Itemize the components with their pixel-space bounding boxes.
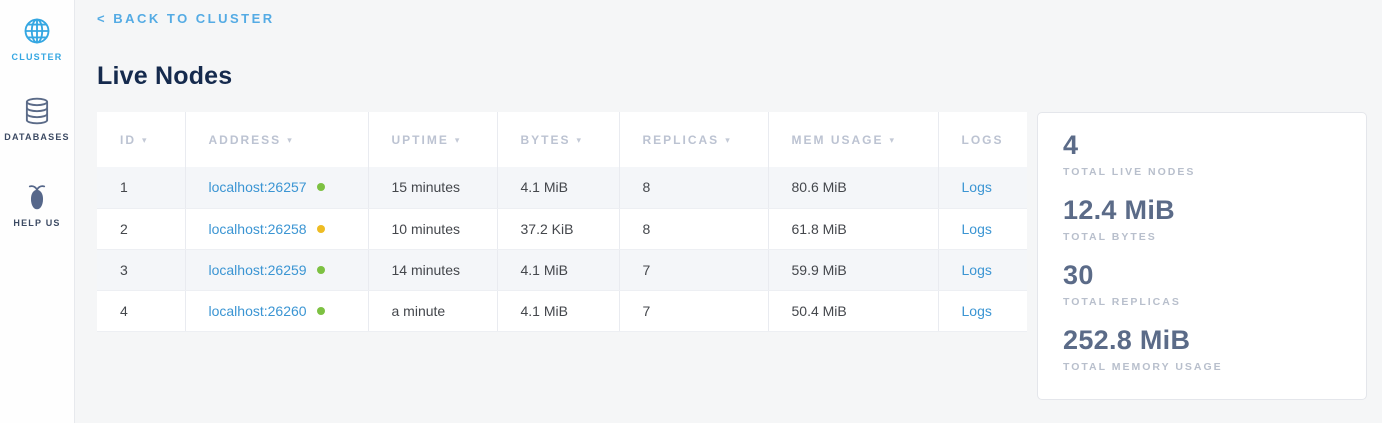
back-to-cluster-link[interactable]: < BACK TO CLUSTER [97, 11, 275, 26]
stat-total-memory-usage: 252.8 MiB TOTAL MEMORY USAGE [1063, 323, 1366, 375]
stat-label: TOTAL LIVE NODES [1063, 166, 1196, 178]
node-status-dot [316, 306, 325, 315]
bytes-cell: 4.1 MiB [496, 290, 619, 332]
mem-usage-cell: 50.4 MiB [767, 290, 938, 332]
sort-icon: ▾ [889, 134, 897, 145]
stat-label: TOTAL BYTES [1063, 231, 1157, 243]
sort-icon: ▾ [576, 134, 584, 145]
logs-link[interactable]: Logs [961, 261, 992, 278]
replicas-cell: 7 [618, 290, 768, 332]
column-header-address[interactable]: ADDRESS ▾ [184, 112, 368, 167]
bytes-cell: 4.1 MiB [496, 167, 619, 209]
node-address-cell: localhost:26260 [184, 290, 368, 332]
page-title: Live Nodes [97, 62, 233, 90]
sort-icon: ▾ [287, 134, 294, 145]
column-header-logs: LOGS [937, 112, 1027, 167]
node-address-link[interactable]: localhost:26257 [208, 179, 307, 196]
node-id-cell: 4 [97, 290, 185, 332]
sort-icon: ▾ [454, 134, 462, 145]
stat-value: 252.8 MiB [1063, 325, 1191, 355]
column-header-replicas[interactable]: REPLICAS ▾ [618, 112, 768, 167]
stat-value: 12.4 MiB [1063, 195, 1175, 225]
node-address-cell: localhost:26257 [184, 167, 368, 209]
sidebar-item-help-us[interactable]: HELP US [0, 181, 74, 228]
logs-cell: Logs [937, 208, 1027, 250]
uptime-cell: 10 minutes [367, 208, 497, 250]
node-id-cell: 3 [97, 249, 185, 291]
bytes-cell: 37.2 KiB [496, 208, 619, 250]
node-row: 4 localhost:26260 a minute 4.1 MiB 7 50.… [97, 290, 1027, 332]
column-header-id[interactable]: ID ▾ [97, 112, 185, 167]
stat-label: TOTAL REPLICAS [1063, 296, 1181, 308]
mem-usage-cell: 80.6 MiB [767, 167, 938, 209]
logs-link[interactable]: Logs [961, 302, 992, 319]
stat-value: 30 [1063, 260, 1094, 290]
globe-icon [24, 18, 50, 44]
bytes-cell: 4.1 MiB [496, 249, 619, 291]
node-status-dot [316, 265, 325, 274]
node-row: 1 localhost:26257 15 minutes 4.1 MiB 8 8… [97, 167, 1027, 209]
replicas-cell: 8 [618, 208, 768, 250]
stat-total-replicas: 30 TOTAL REPLICAS [1063, 258, 1366, 310]
sidebar-item-label: DATABASES [4, 132, 70, 142]
bug-icon [28, 185, 46, 210]
logs-cell: Logs [937, 290, 1027, 332]
live-nodes-table: ID ▾ ADDRESS ▾ UPTIME ▾ BYTES ▾ REPLICAS ▾ ME… [97, 112, 1027, 332]
node-address-cell: localhost:26258 [184, 208, 368, 250]
node-row: 2 localhost:26258 10 minutes 37.2 KiB 8 … [97, 208, 1027, 250]
logs-link[interactable]: Logs [961, 179, 992, 196]
summary-panel: 4 TOTAL LIVE NODES 12.4 MiB TOTAL BYTES … [1037, 112, 1367, 400]
uptime-cell: 15 minutes [367, 167, 497, 209]
sidebar-item-label: CLUSTER [11, 52, 63, 62]
sidebar-item-databases[interactable]: DATABASES [0, 95, 74, 142]
sidebar-item-label: HELP US [13, 218, 61, 228]
stat-value: 4 [1063, 130, 1079, 160]
node-address-link[interactable]: localhost:26260 [208, 302, 307, 319]
replicas-cell: 7 [618, 249, 768, 291]
database-icon [25, 97, 49, 125]
node-address-cell: localhost:26259 [184, 249, 368, 291]
uptime-cell: a minute [367, 290, 497, 332]
table-header-row: ID ▾ ADDRESS ▾ UPTIME ▾ BYTES ▾ REPLICAS ▾ ME… [97, 112, 1027, 167]
stat-total-live-nodes: 4 TOTAL LIVE NODES [1063, 128, 1366, 180]
sort-icon: ▾ [725, 134, 732, 145]
column-header-bytes[interactable]: BYTES ▾ [496, 112, 619, 167]
column-header-mem-usage[interactable]: MEM USAGE ▾ [767, 112, 938, 167]
mem-usage-cell: 59.9 MiB [767, 249, 938, 291]
node-address-link[interactable]: localhost:26259 [208, 261, 307, 278]
logs-link[interactable]: Logs [961, 220, 992, 237]
uptime-cell: 14 minutes [367, 249, 497, 291]
mem-usage-cell: 61.8 MiB [767, 208, 938, 250]
sort-icon: ▾ [142, 134, 149, 145]
logs-cell: Logs [937, 167, 1027, 209]
logs-cell: Logs [937, 249, 1027, 291]
node-status-dot [316, 224, 325, 233]
stat-label: TOTAL MEMORY USAGE [1063, 361, 1223, 373]
column-header-uptime[interactable]: UPTIME ▾ [367, 112, 497, 167]
node-status-dot [316, 183, 325, 192]
node-address-link[interactable]: localhost:26258 [208, 220, 307, 237]
node-row: 3 localhost:26259 14 minutes 4.1 MiB 7 5… [97, 249, 1027, 291]
sidebar-item-cluster[interactable]: CLUSTER [0, 0, 74, 62]
node-id-cell: 2 [97, 208, 185, 250]
replicas-cell: 8 [618, 167, 768, 209]
node-id-cell: 1 [97, 167, 185, 209]
stat-total-bytes: 12.4 MiB TOTAL BYTES [1063, 193, 1366, 245]
app-sidebar: CLUSTER DATABASES HELP US [0, 0, 75, 423]
